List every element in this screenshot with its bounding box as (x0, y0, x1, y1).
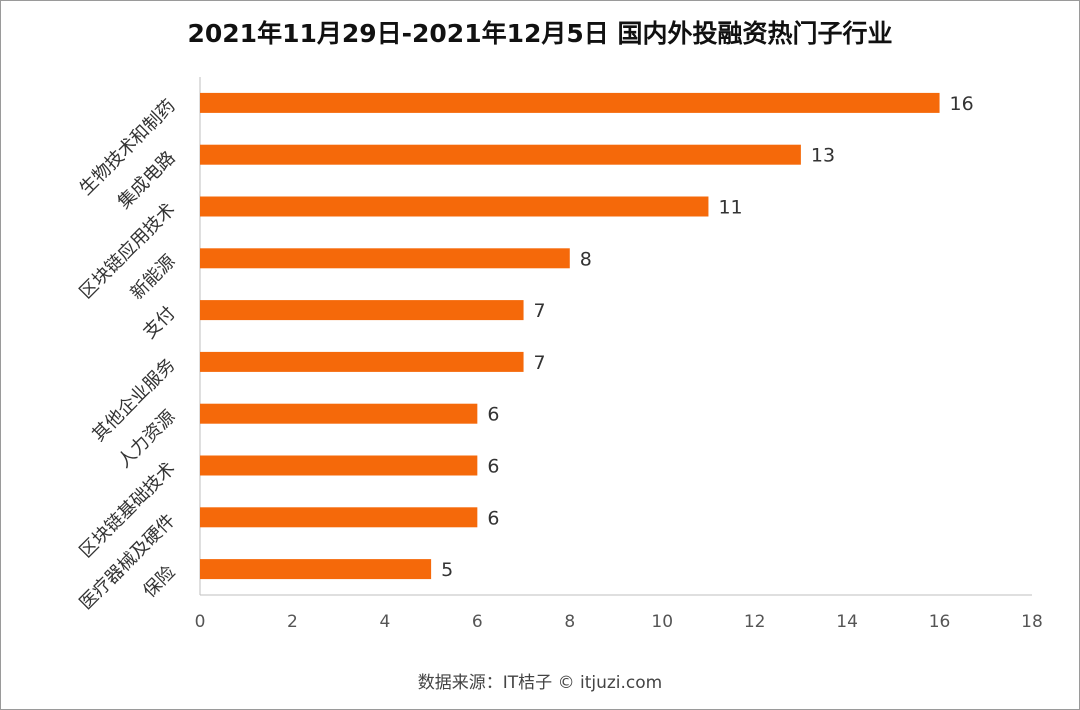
x-tick-label: 18 (1021, 612, 1043, 632)
x-tick-label: 16 (929, 612, 951, 632)
chart-title: 2021年11月29日-2021年12月5日 国内外投融资热门子行业 (187, 19, 893, 48)
bar (200, 559, 432, 580)
bar (200, 248, 570, 269)
x-tick-label: 2 (287, 612, 298, 632)
bar (200, 455, 478, 476)
x-tick-label: 14 (836, 612, 858, 632)
x-tick-label: 12 (744, 612, 766, 632)
x-tick-label: 10 (651, 612, 673, 632)
value-label: 6 (487, 507, 499, 529)
value-label: 5 (441, 559, 453, 581)
category-labels: 生物技术和制药集成电路区块链应用技术新能源支付其他企业服务人力资源区块链基础技术… (76, 96, 180, 614)
category-label: 保险 (139, 562, 179, 602)
value-label: 16 (950, 93, 974, 115)
bar (200, 507, 478, 528)
category-label: 支付 (139, 303, 179, 343)
value-label: 6 (487, 404, 499, 426)
bar (200, 92, 940, 113)
bar (200, 300, 524, 321)
value-label: 7 (534, 352, 546, 374)
bars-layer: 16 13 11 8 7 7 6 6 6 5 (200, 92, 974, 581)
value-label: 8 (580, 248, 592, 270)
x-tick-label: 4 (379, 612, 390, 632)
bar (200, 196, 709, 217)
x-tick-label: 0 (195, 612, 206, 632)
bar (200, 351, 524, 372)
value-label: 7 (534, 300, 546, 322)
value-label: 11 (718, 197, 742, 219)
value-label: 13 (811, 145, 835, 167)
bar (200, 144, 801, 165)
x-tick-label: 6 (472, 612, 483, 632)
bar (200, 403, 478, 424)
source-note: 数据来源：IT桔子 © itjuzi.com (417, 673, 663, 693)
value-label: 6 (487, 456, 499, 478)
x-tick-label: 8 (564, 612, 575, 632)
